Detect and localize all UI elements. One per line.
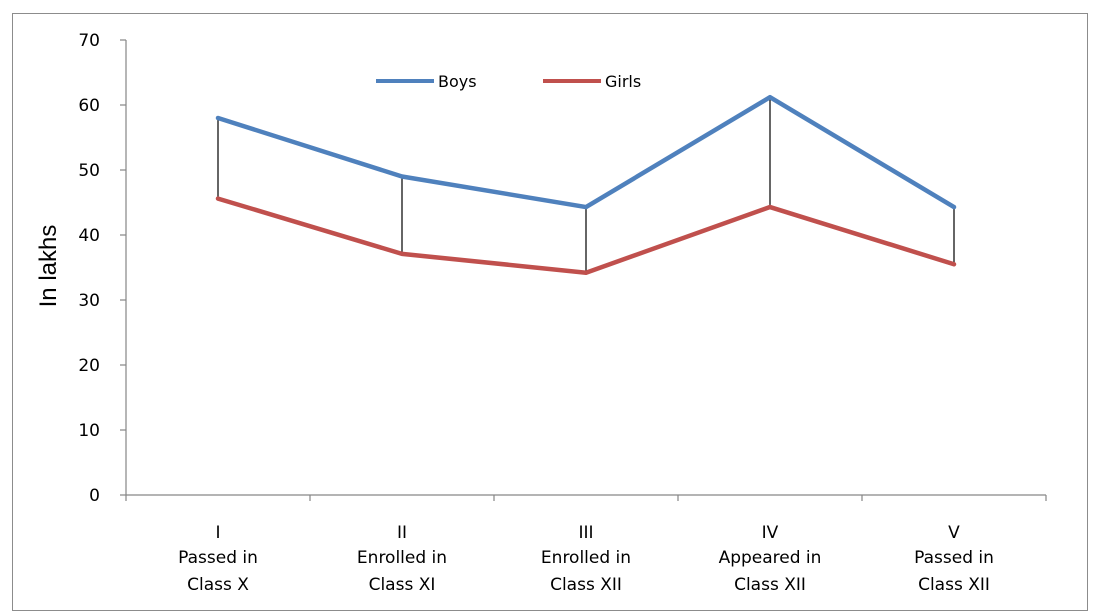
x-category-label-line1: Enrolled in	[541, 548, 631, 568]
y-tick-label: 20	[78, 356, 100, 376]
y-tick-label: 0	[89, 486, 100, 506]
y-tick-label: 70	[78, 31, 100, 51]
data-point-boys	[584, 205, 588, 210]
data-point-girls	[216, 196, 220, 201]
series-line-boys	[215, 94, 957, 210]
legend-label-boys: Boys	[438, 72, 477, 91]
chart-frame	[12, 13, 1088, 611]
y-tick-label: 10	[78, 421, 100, 441]
data-point-girls	[768, 205, 772, 210]
data-point-girls	[584, 270, 588, 275]
x-category-label-numeral: I	[215, 523, 220, 543]
data-point-girls	[952, 262, 956, 267]
data-point-girls	[400, 251, 404, 256]
x-category-label-line2: Class XII	[734, 575, 806, 595]
x-category-label-line2: Class XI	[369, 575, 436, 595]
x-category-label-numeral: II	[397, 523, 407, 543]
y-tick-label: 30	[78, 291, 100, 311]
x-category-label-line1: Appeared in	[719, 548, 822, 568]
data-point-boys	[216, 116, 220, 120]
y-tick-label: 50	[78, 161, 100, 181]
y-axis-title: In lakhs	[35, 225, 62, 308]
x-category-label-line2: Class X	[187, 575, 249, 595]
x-category-label-line2: Class XII	[918, 575, 990, 595]
x-category-label-numeral: IV	[762, 523, 779, 543]
data-point-boys	[400, 174, 404, 179]
x-category-label-line1: Enrolled in	[357, 548, 447, 568]
x-category-label-line1: Passed in	[178, 548, 258, 568]
y-tick-label: 40	[78, 226, 100, 246]
x-category-label-line1: Passed in	[914, 548, 994, 568]
x-category-label-line2: Class XII	[550, 575, 622, 595]
legend-label-girls: Girls	[605, 72, 641, 91]
y-tick-label: 60	[78, 96, 100, 116]
data-point-boys	[768, 95, 772, 100]
x-category-label-numeral: III	[578, 523, 593, 543]
data-point-boys	[952, 205, 956, 210]
x-category-label-numeral: V	[948, 523, 960, 543]
